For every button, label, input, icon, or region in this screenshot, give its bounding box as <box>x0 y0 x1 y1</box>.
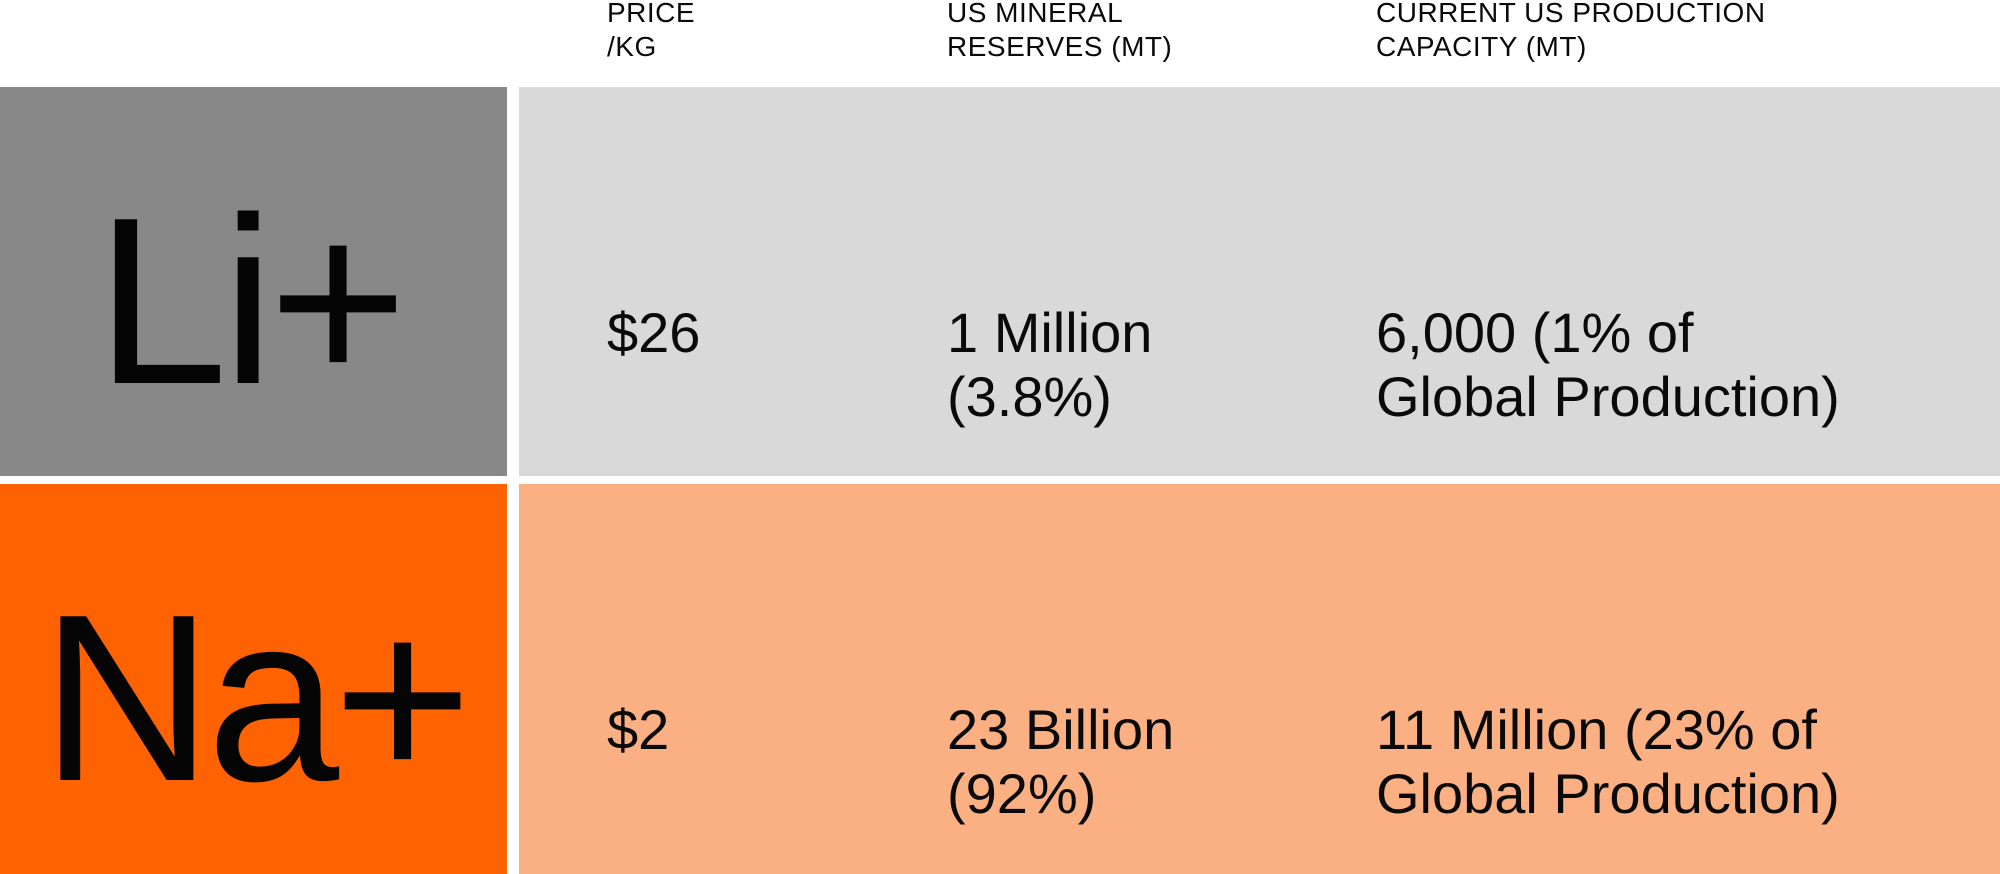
sodium-price: $2 <box>607 698 669 762</box>
sodium-price-value: $2 <box>607 698 670 761</box>
lithium-symbol: Li+ <box>95 168 407 434</box>
sodium-reserves-line2: (92%) <box>947 762 1097 825</box>
sodium-capacity: 11 Million (23% of Global Production) <box>1376 698 1840 826</box>
lithium-capacity-line2: Global Production) <box>1376 365 1840 428</box>
sodium-capacity-line1: 11 Million (23% of <box>1376 698 1817 761</box>
column-header-price-line1: PRICE <box>607 0 696 28</box>
lithium-reserves-line2: (3.8%) <box>947 365 1112 428</box>
column-header-price: PRICE /KG <box>607 0 695 64</box>
sodium-reserves-line1: 23 Billion <box>947 698 1175 761</box>
lithium-price: $26 <box>607 301 700 365</box>
sodium-symbol-cell: Na+ <box>0 484 507 874</box>
sodium-capacity-line2: Global Production) <box>1376 762 1840 825</box>
lithium-price-value: $26 <box>607 301 701 364</box>
lithium-capacity: 6,000 (1% of Global Production) <box>1376 301 1840 429</box>
lithium-reserves: 1 Million (3.8%) <box>947 301 1152 429</box>
column-header-capacity-line2: CAPACITY (MT) <box>1376 31 1587 62</box>
sodium-symbol: Na+ <box>40 566 472 831</box>
lithium-data-cell: $26 1 Million (3.8%) 6,000 (1% of Global… <box>519 87 2000 476</box>
column-header-capacity: CURRENT US PRODUCTION CAPACITY (MT) <box>1376 0 1766 64</box>
column-header-reserves: US MINERAL RESERVES (MT) <box>947 0 1172 64</box>
sodium-reserves: 23 Billion (92%) <box>947 698 1174 826</box>
table-row-lithium: Li+ $26 1 Million (3.8%) 6,000 (1% of Gl… <box>0 87 2000 476</box>
lithium-symbol-cell: Li+ <box>0 87 507 476</box>
column-header-capacity-line1: CURRENT US PRODUCTION <box>1376 0 1766 28</box>
lithium-reserves-line1: 1 Million <box>947 301 1153 364</box>
lithium-capacity-line1: 6,000 (1% of <box>1376 301 1694 364</box>
column-header-reserves-line1: US MINERAL <box>947 0 1124 28</box>
column-header-price-line2: /KG <box>607 31 657 62</box>
table-row-sodium: Na+ $2 23 Billion (92%) 11 Million (23% … <box>0 484 2000 874</box>
column-header-reserves-line2: RESERVES (MT) <box>947 31 1173 62</box>
sodium-data-cell: $2 23 Billion (92%) 11 Million (23% of G… <box>519 484 2000 874</box>
